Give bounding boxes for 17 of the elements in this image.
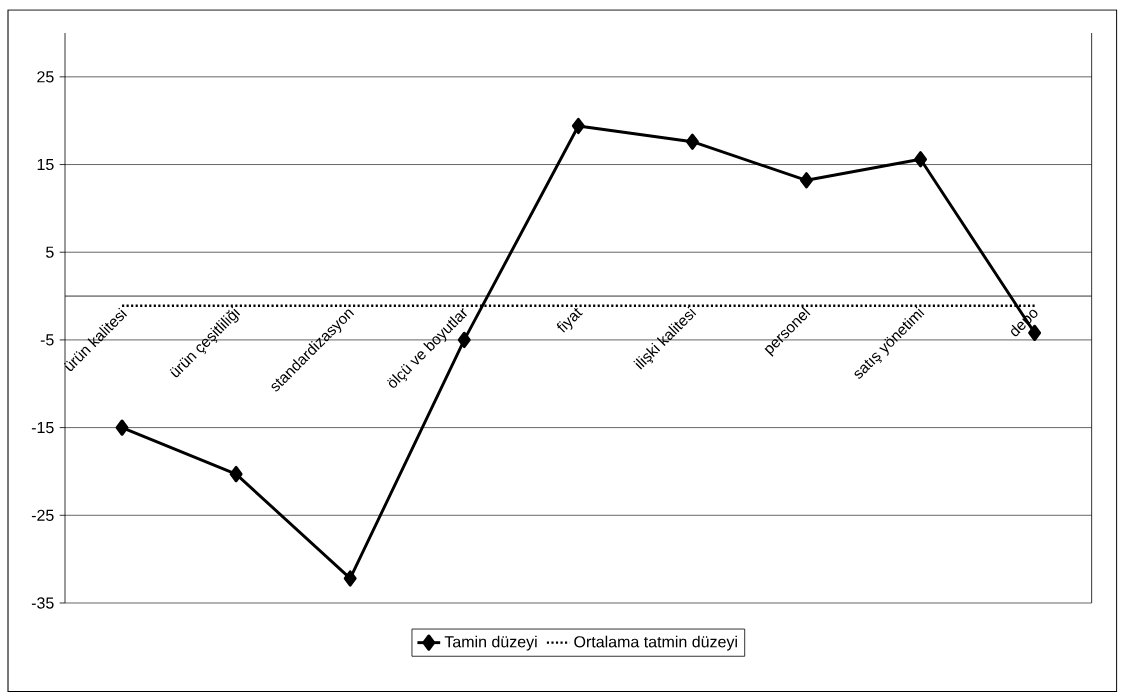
point <box>685 133 699 150</box>
y-tick-label: -25 <box>31 509 54 521</box>
y-tick-label: -35 <box>31 597 54 609</box>
point <box>115 419 129 436</box>
legend-label: Tamin düzeyi <box>444 635 537 651</box>
y-tick-label: 5 <box>46 246 54 258</box>
y-tick-label: 15 <box>37 158 54 171</box>
point <box>800 172 813 189</box>
point <box>229 465 243 483</box>
y-tick-label: -5 <box>40 334 54 346</box>
legend-label: Ortalama tatmin düzeyi <box>574 635 737 651</box>
point <box>914 151 928 168</box>
point <box>571 117 585 135</box>
y-tick-label: -15 <box>31 422 54 434</box>
y-tick-label: 25 <box>37 71 54 83</box>
x-tick-label: fiyat <box>556 307 583 333</box>
point <box>343 570 357 587</box>
